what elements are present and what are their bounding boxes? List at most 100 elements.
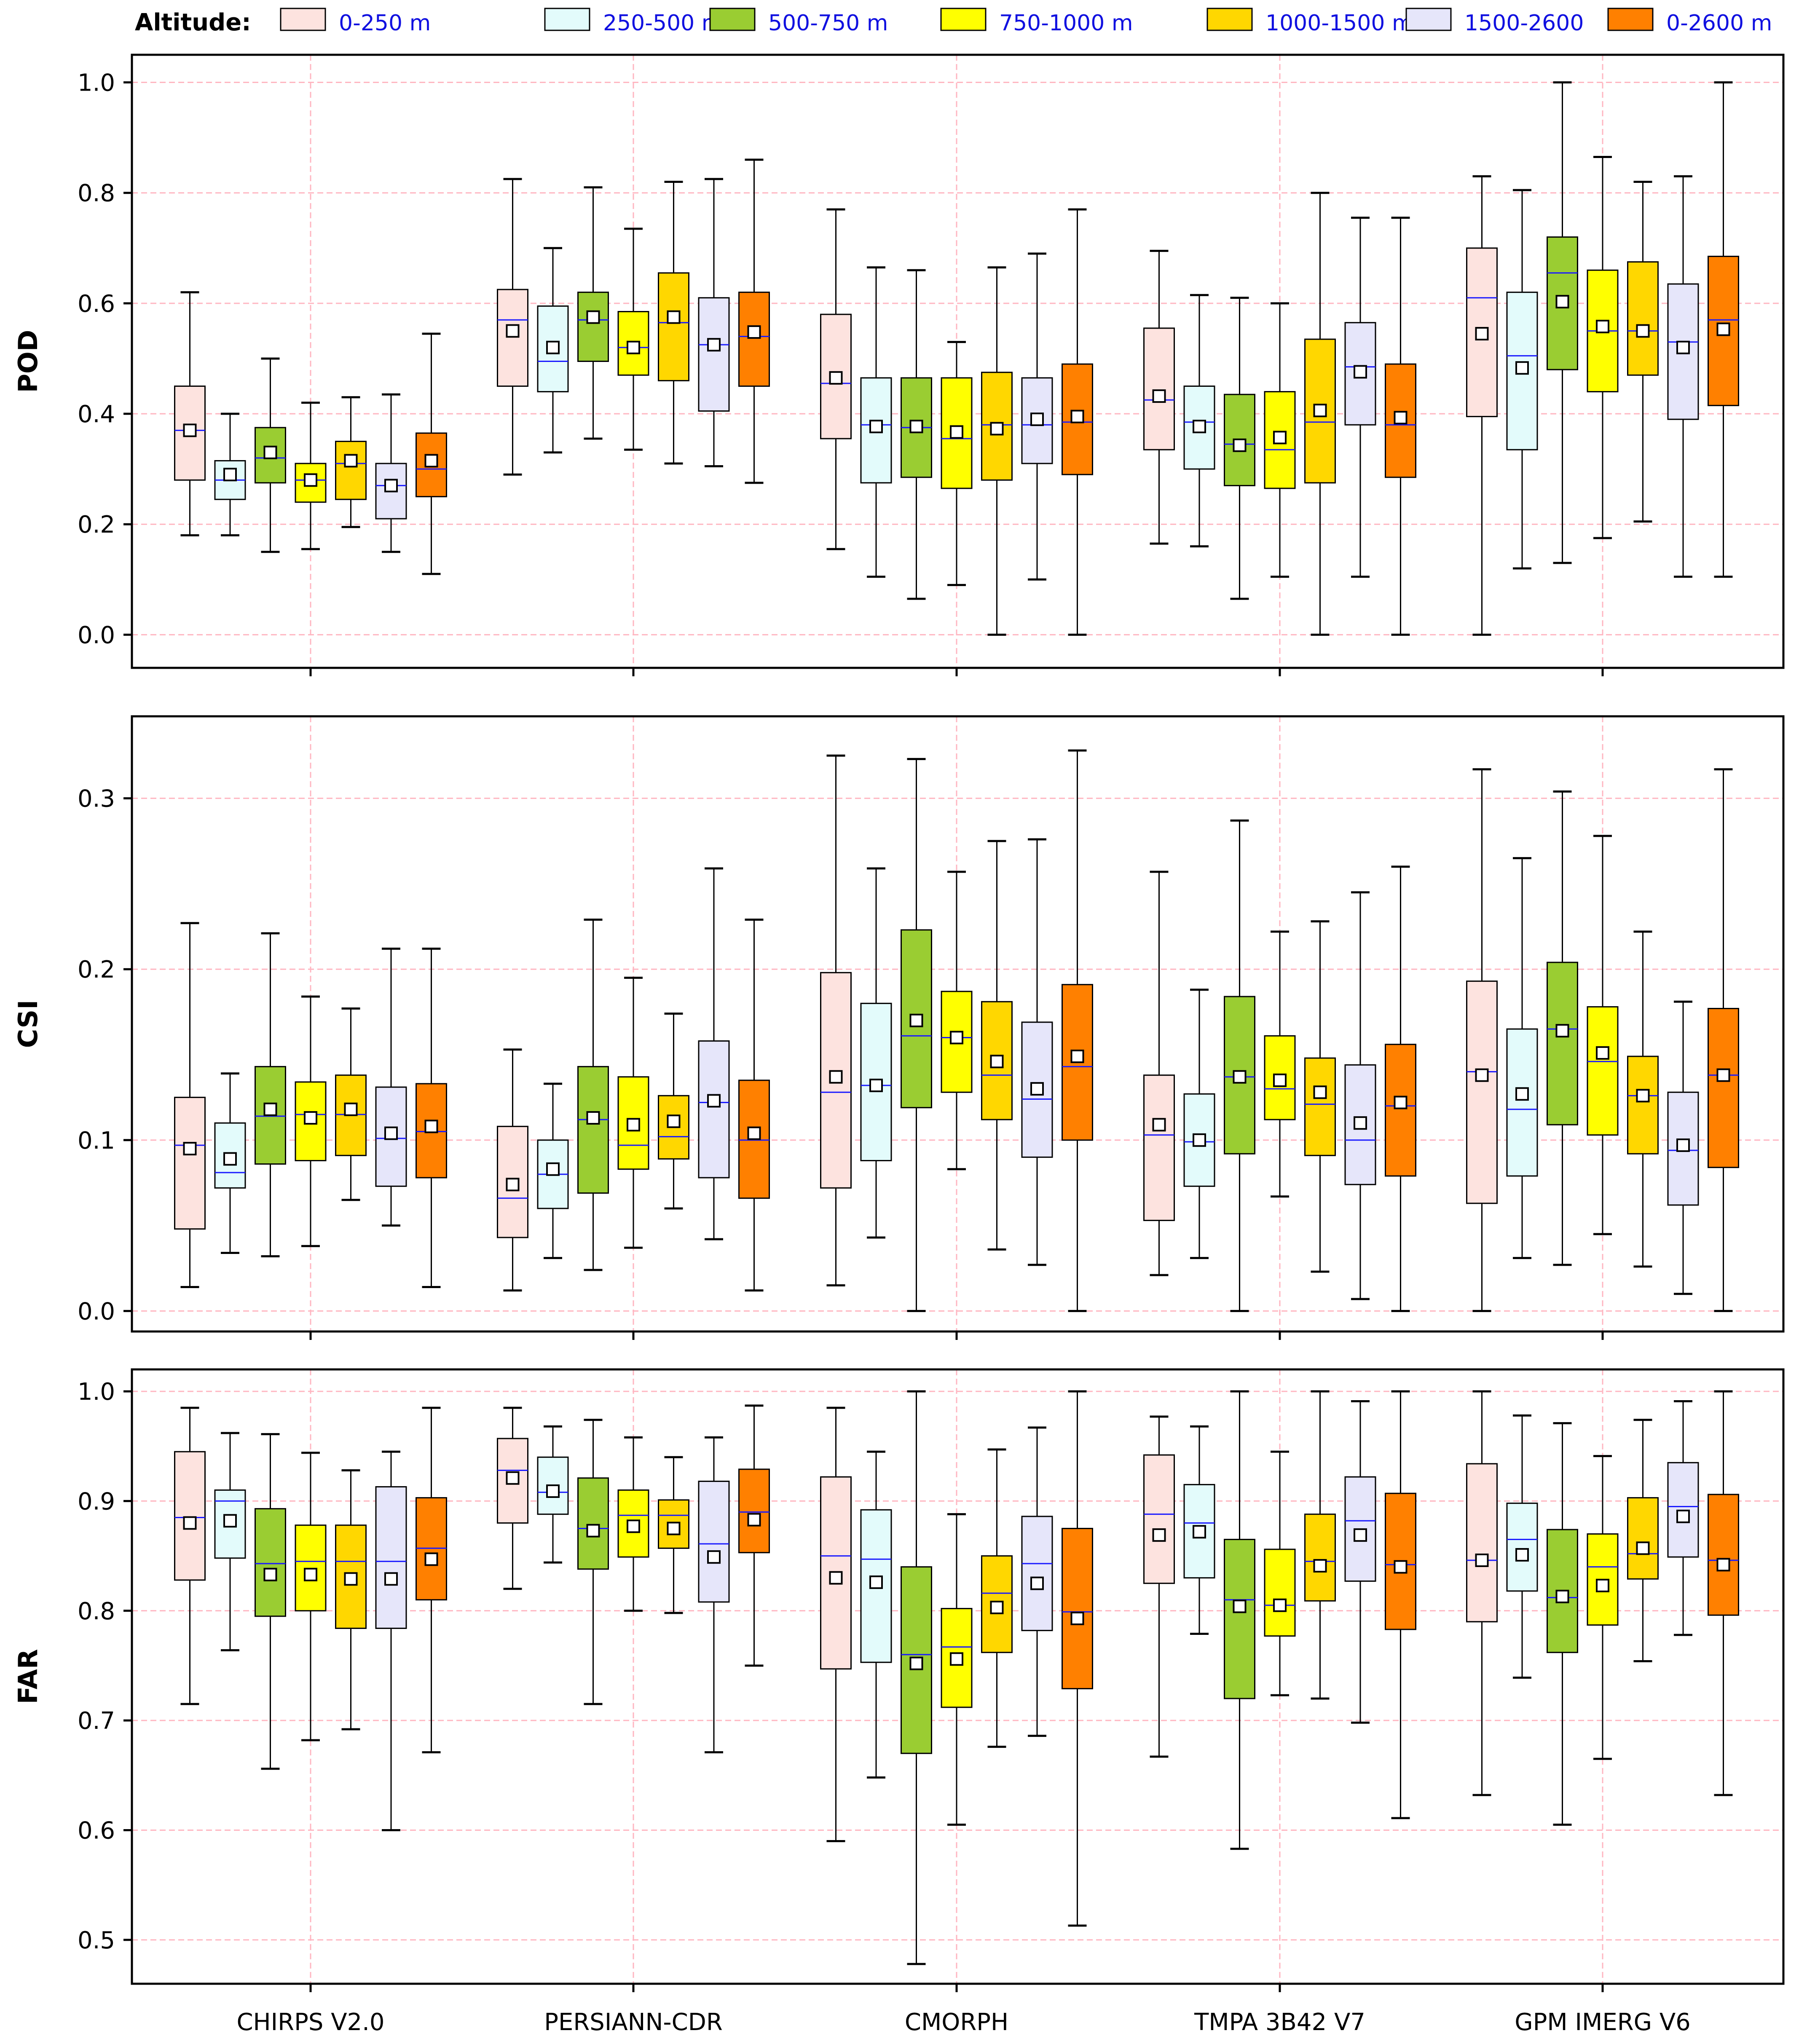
- box-body: [1627, 1055, 1659, 1155]
- legend: Altitude: 0-250 m 250-500 m 500-750 m 750-1…: [135, 8, 1772, 36]
- mean-marker: [223, 1152, 237, 1166]
- mean-marker: [183, 1516, 197, 1530]
- mean-marker: [707, 338, 721, 352]
- box-body: [375, 1486, 407, 1629]
- box-5-7: [1708, 1390, 1739, 1796]
- mean-marker: [1475, 327, 1489, 340]
- box-4-6: [1344, 891, 1376, 1300]
- box-body: [698, 1040, 730, 1179]
- mean-marker: [183, 1142, 197, 1156]
- box-2-7: [738, 919, 770, 1292]
- box-2-1: [497, 1048, 528, 1292]
- y-tick-label-3: 0.4: [78, 401, 115, 428]
- box-1-7: [416, 332, 447, 575]
- box-5-2: [1506, 857, 1538, 1259]
- box-body: [1304, 1514, 1336, 1602]
- y-axis-label: CSI: [13, 1000, 43, 1048]
- mean-marker: [1636, 324, 1650, 338]
- box-body: [1587, 1006, 1619, 1136]
- mean-marker: [1152, 389, 1166, 403]
- box-1-4: [295, 995, 327, 1247]
- box-4-4: [1264, 302, 1296, 578]
- panel-frame: [131, 54, 1785, 669]
- mean-marker: [909, 1013, 923, 1027]
- mean-marker: [1354, 1528, 1367, 1542]
- box-5-6: [1667, 175, 1699, 578]
- mean-marker: [1515, 1087, 1529, 1101]
- mean-marker: [667, 1522, 681, 1535]
- mean-marker: [1354, 365, 1367, 379]
- legend-swatch-6: [1405, 8, 1452, 31]
- mean-marker: [1596, 319, 1609, 333]
- mean-marker: [1596, 1578, 1609, 1592]
- box-5-5: [1627, 930, 1659, 1268]
- box-5-7: [1708, 81, 1739, 578]
- box-3-2: [860, 1450, 892, 1779]
- mean-marker: [950, 425, 963, 439]
- box-4-7: [1385, 1390, 1416, 1819]
- box-5-6: [1667, 1000, 1699, 1295]
- mean-marker: [1394, 1096, 1408, 1109]
- mean-marker: [667, 310, 681, 324]
- box-2-4: [617, 1436, 649, 1612]
- box-body: [1021, 1516, 1053, 1631]
- mean-marker: [1716, 1068, 1730, 1082]
- box-1-3: [255, 932, 286, 1258]
- box-1-3: [255, 1433, 286, 1770]
- y-tick-label-2: 0.6: [78, 1817, 115, 1845]
- box-body: [1506, 1028, 1538, 1177]
- y-axis-label: POD: [13, 330, 43, 393]
- panels: 0.00.20.40.60.81.0POD0.00.10.20.3CSI0.50…: [13, 54, 1785, 2036]
- box-5-2: [1506, 189, 1538, 570]
- box-4-1: [1143, 249, 1175, 545]
- mean-marker: [990, 422, 1004, 436]
- box-5-4: [1587, 156, 1619, 539]
- mean-marker: [667, 1114, 681, 1128]
- mean-marker: [707, 1094, 721, 1108]
- box-5-2: [1506, 1414, 1538, 1679]
- mean-marker: [1716, 1558, 1730, 1572]
- mean-marker: [1273, 431, 1287, 445]
- box-body: [860, 377, 892, 484]
- box-2-1: [497, 178, 528, 476]
- box-4-7: [1385, 217, 1416, 636]
- box-1-2: [214, 1432, 246, 1652]
- mean-marker: [829, 371, 843, 385]
- box-2-6: [698, 178, 730, 468]
- box-body: [1062, 1528, 1093, 1690]
- box-body: [497, 1125, 528, 1238]
- x-tick-label-4: TMPA 3B42 V7: [1194, 2009, 1365, 2036]
- box-body: [698, 1481, 730, 1603]
- box-4-3: [1224, 1390, 1255, 1850]
- mean-marker: [344, 1102, 358, 1116]
- box-body: [335, 441, 367, 500]
- mean-marker: [1555, 295, 1569, 308]
- legend-label-6: 1500-2600: [1464, 11, 1584, 36]
- box-5-5: [1627, 1419, 1659, 1663]
- box-3-6: [1021, 1426, 1053, 1737]
- box-3-1: [820, 208, 852, 550]
- box-2-5: [658, 1456, 689, 1614]
- box-5-3: [1547, 790, 1578, 1266]
- box-body: [1143, 327, 1175, 450]
- box-1-6: [375, 393, 407, 553]
- box-body: [255, 1508, 286, 1617]
- mean-marker: [263, 445, 277, 459]
- y-tick-label-4: 0.3: [78, 785, 115, 813]
- y-tick-label-1: 0.0: [78, 622, 115, 649]
- box-body: [577, 1477, 609, 1570]
- mean-marker: [1152, 1528, 1166, 1542]
- box-5-7: [1708, 768, 1739, 1312]
- mean-marker: [1030, 1082, 1044, 1096]
- x-tick-label-1: CHIRPS V2.0: [236, 2009, 384, 2036]
- mean-marker: [627, 1519, 640, 1533]
- mean-marker: [950, 1031, 963, 1045]
- box-body: [1667, 283, 1699, 420]
- box-body: [577, 292, 609, 362]
- y-tick-label-5: 0.9: [78, 1488, 115, 1515]
- box-4-7: [1385, 865, 1416, 1312]
- mean-marker: [1070, 1050, 1084, 1064]
- mean-marker: [384, 479, 398, 493]
- box-body: [1466, 247, 1498, 418]
